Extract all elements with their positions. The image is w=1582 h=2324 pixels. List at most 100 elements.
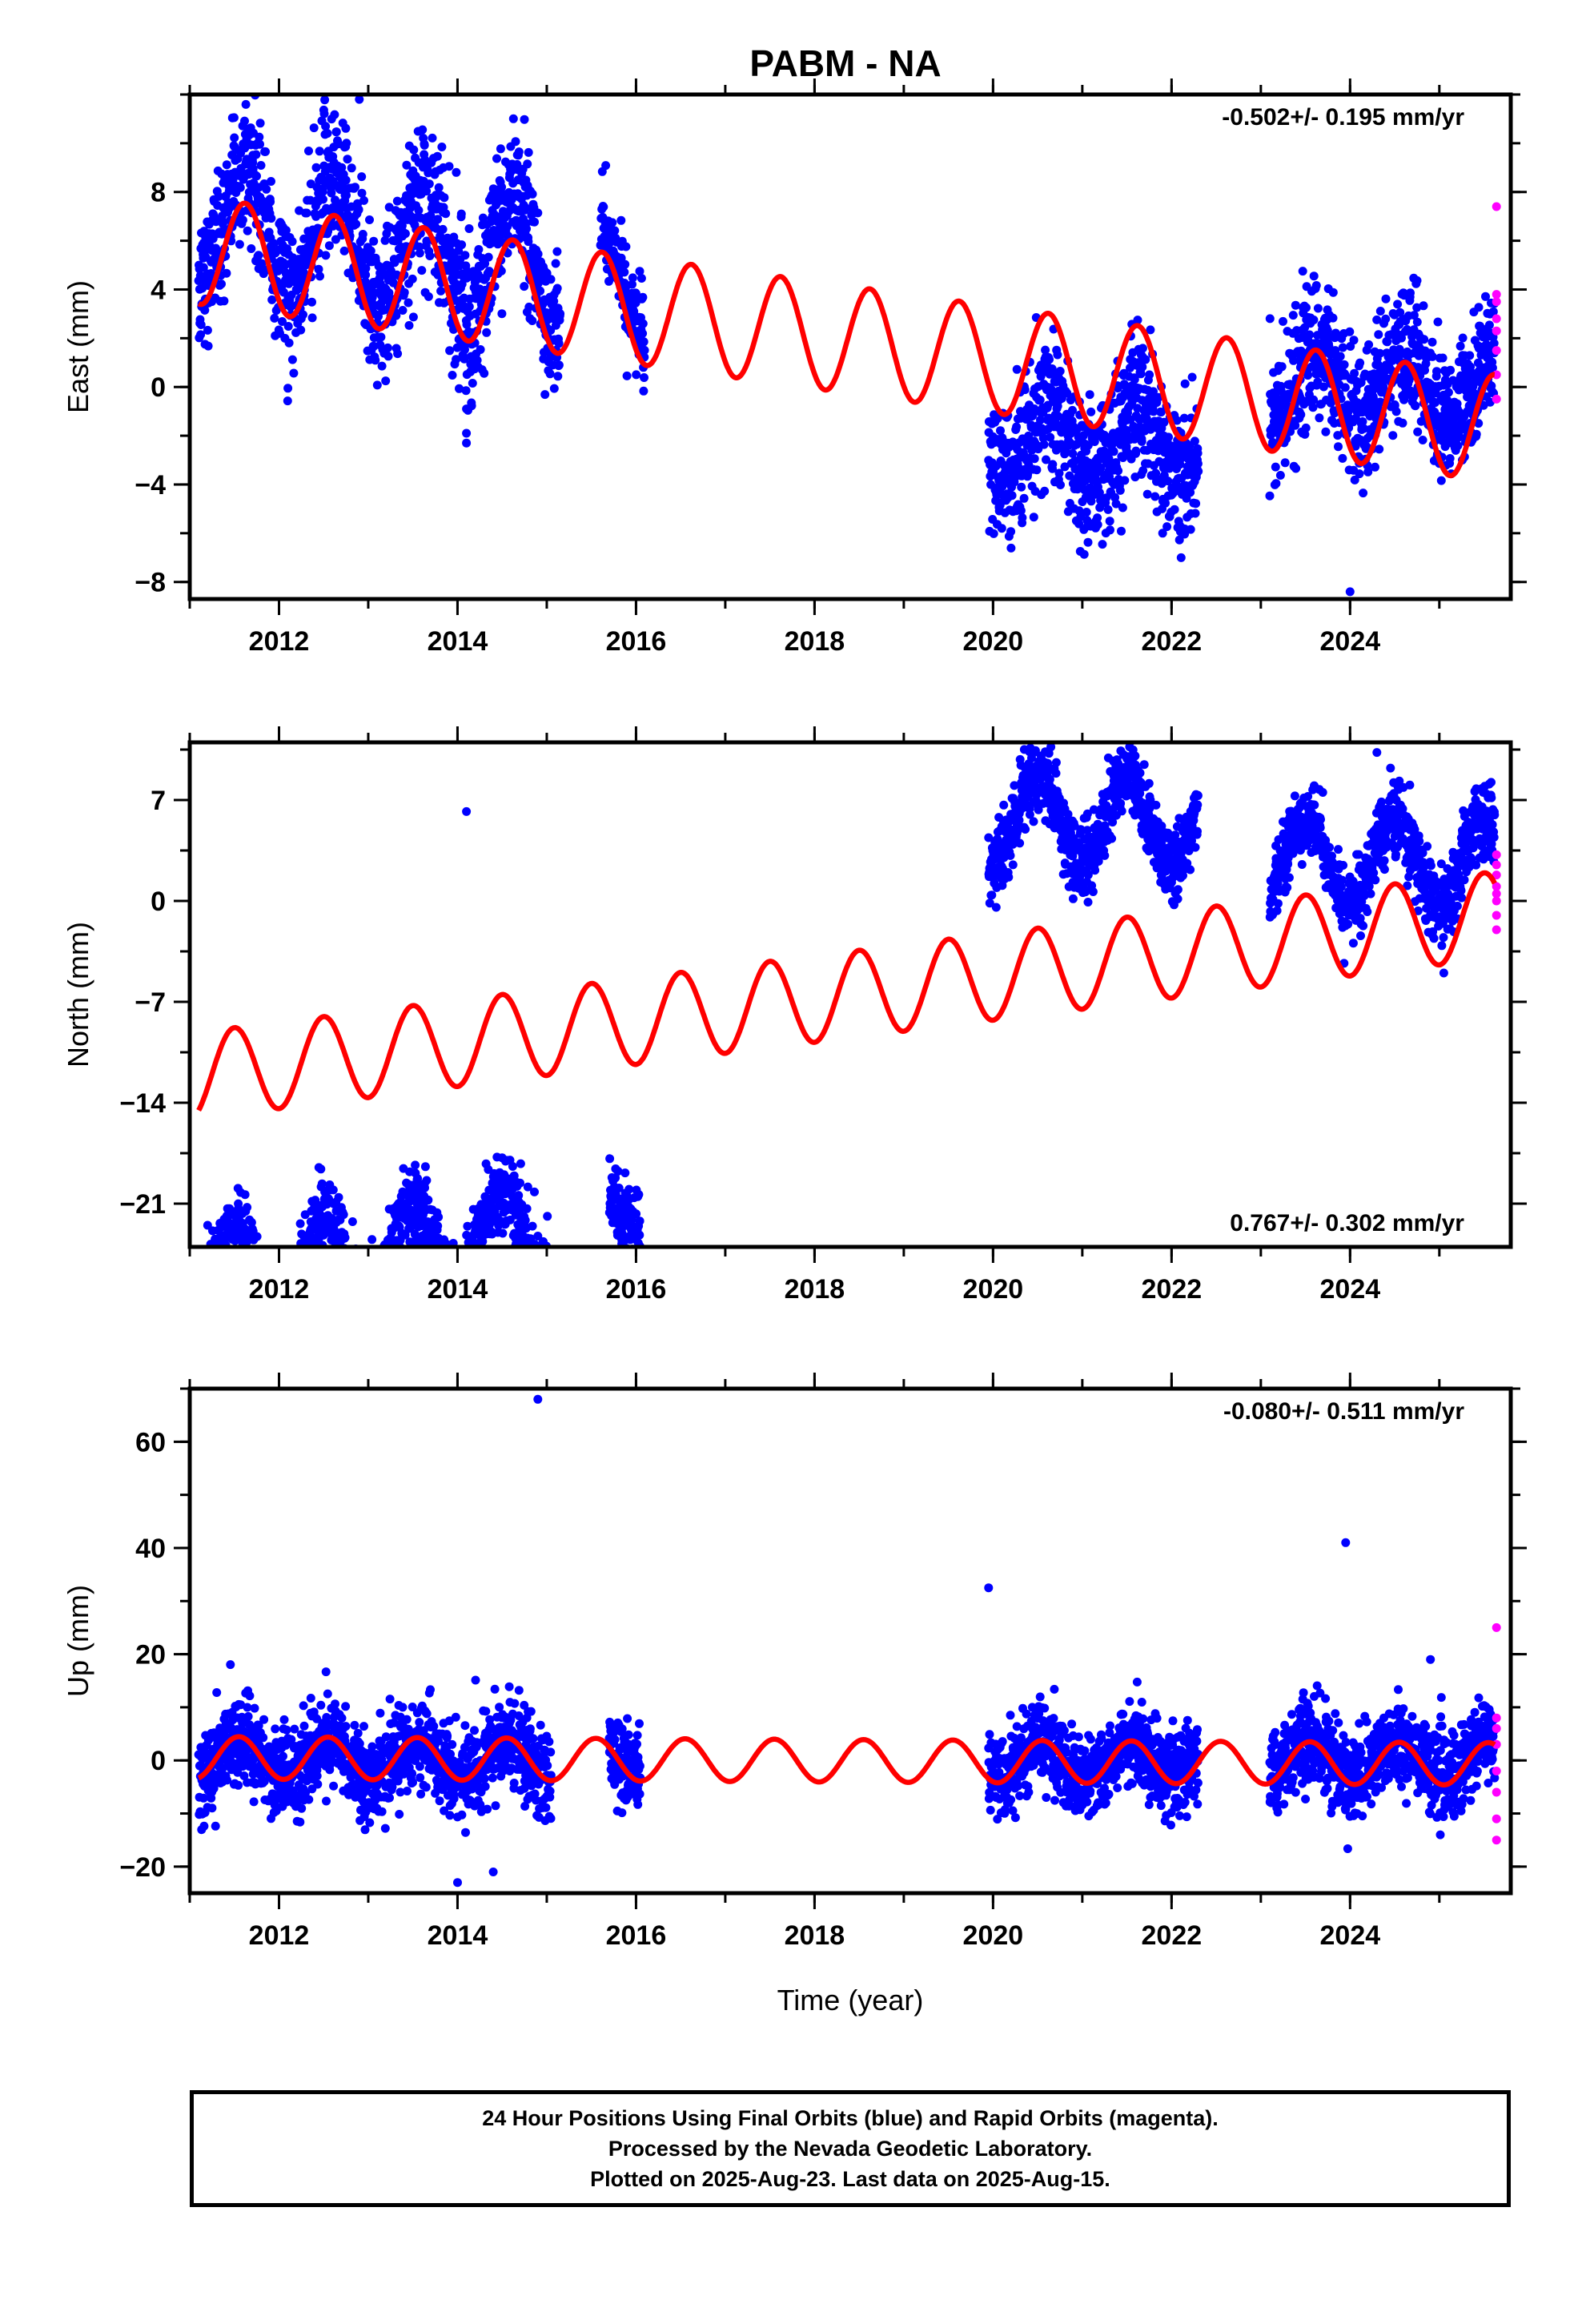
final-orbit-point <box>197 1274 206 1283</box>
final-orbit-point <box>297 1250 306 1259</box>
final-orbit-point <box>455 1257 464 1266</box>
final-orbit-point <box>438 1265 447 1274</box>
final-orbit-point <box>1375 348 1385 358</box>
final-orbit-point <box>231 64 239 73</box>
final-orbit-point <box>1363 467 1373 476</box>
final-orbit-point <box>269 1318 278 1327</box>
final-orbit-point <box>301 1260 310 1269</box>
final-orbit-point <box>620 1256 629 1265</box>
final-orbit-point <box>632 1209 641 1219</box>
final-orbit-point <box>385 1265 394 1273</box>
final-orbit-point <box>203 1264 212 1273</box>
final-orbit-point <box>203 1272 212 1281</box>
final-orbit-point <box>1280 458 1290 468</box>
final-orbit-point <box>1313 304 1323 313</box>
final-orbit-point <box>367 1235 377 1244</box>
final-orbit-point <box>319 1249 327 1258</box>
final-orbit-point <box>241 99 251 109</box>
final-orbit-point <box>1395 308 1405 317</box>
final-orbit-point <box>367 1285 376 1294</box>
final-orbit-point <box>514 1191 524 1200</box>
final-orbit-point <box>1088 887 1098 896</box>
final-orbit-point <box>1133 316 1142 325</box>
final-orbit-point <box>261 147 270 156</box>
final-orbit-point <box>384 1294 393 1303</box>
final-orbit-point <box>1045 355 1054 364</box>
final-orbit-point <box>203 341 213 351</box>
final-orbit-point <box>251 1257 260 1266</box>
final-orbit-point <box>1090 437 1099 446</box>
final-orbit-point <box>1146 325 1155 335</box>
final-orbit-point <box>196 1300 205 1309</box>
final-orbit-point <box>1105 517 1114 526</box>
final-orbit-point <box>222 268 231 278</box>
final-orbit-point <box>472 1265 480 1274</box>
final-orbit-point <box>268 1317 277 1326</box>
final-orbit-point <box>1484 320 1494 330</box>
final-orbit-point <box>276 1318 285 1327</box>
final-orbit-point <box>361 270 371 279</box>
final-orbit-point <box>1193 459 1203 468</box>
chart-title: PABM - NA <box>749 42 941 84</box>
final-orbit-point <box>438 1261 447 1270</box>
final-orbit-point <box>1334 442 1343 452</box>
final-orbit-point <box>400 229 410 239</box>
final-orbit-point <box>1006 527 1016 537</box>
final-orbit-point <box>448 1304 457 1313</box>
final-orbit-point <box>367 1308 376 1317</box>
final-orbit-point <box>536 1258 545 1267</box>
final-orbit-point <box>355 1256 364 1265</box>
final-orbit-point <box>422 236 432 246</box>
final-orbit-point <box>342 191 351 200</box>
final-orbit-point <box>511 137 520 147</box>
final-orbit-point <box>209 1277 218 1285</box>
final-orbit-point <box>1193 448 1203 458</box>
final-orbit-point <box>1335 352 1345 361</box>
final-orbit-point <box>368 1294 377 1303</box>
final-orbit-point <box>208 1256 217 1265</box>
final-orbit-point <box>347 1250 355 1259</box>
final-orbit-point <box>279 1317 287 1326</box>
final-orbit-point <box>247 1257 255 1266</box>
final-orbit-point <box>638 319 648 328</box>
final-orbit-point <box>535 1258 544 1267</box>
final-orbit-point <box>371 1266 380 1275</box>
final-orbit-point <box>1305 330 1315 340</box>
final-orbit-point <box>254 1263 263 1272</box>
final-orbit-point <box>268 1332 277 1341</box>
final-orbit-point <box>547 1294 556 1303</box>
final-orbit-point <box>282 1335 291 1344</box>
final-orbit-point <box>207 1311 216 1320</box>
final-orbit-point <box>383 1252 391 1261</box>
final-orbit-point <box>265 1336 274 1345</box>
final-orbit-point <box>279 1306 287 1315</box>
final-orbit-point <box>302 1248 311 1257</box>
final-orbit-point <box>1120 476 1130 485</box>
final-orbit-point <box>453 1307 462 1316</box>
final-orbit-point <box>1021 825 1030 834</box>
final-orbit-point <box>1355 469 1364 479</box>
final-orbit-point <box>285 1310 294 1319</box>
final-orbit-point <box>346 1256 355 1265</box>
rapid-orbit-point <box>1492 314 1501 324</box>
final-orbit-point <box>446 1318 455 1327</box>
final-orbit-point <box>535 1253 544 1262</box>
final-orbit-point <box>1159 417 1169 427</box>
final-orbit-point <box>546 275 556 284</box>
final-orbit-point <box>266 1310 275 1319</box>
final-orbit-point <box>536 1274 545 1283</box>
final-orbit-point <box>540 1314 549 1323</box>
final-orbit-point <box>537 1280 546 1289</box>
final-orbit-point <box>283 384 293 393</box>
final-orbit-point <box>1115 485 1125 495</box>
final-orbit-point <box>343 1269 352 1277</box>
final-orbit-point <box>374 1287 383 1296</box>
final-orbit-point <box>1302 303 1311 312</box>
final-orbit-point <box>347 1262 356 1271</box>
final-orbit-point <box>270 1305 279 1314</box>
final-orbit-point <box>414 206 424 215</box>
final-orbit-point <box>225 203 235 213</box>
final-orbit-point <box>1345 327 1355 336</box>
final-orbit-point <box>614 1184 624 1192</box>
final-orbit-point <box>1371 462 1379 472</box>
